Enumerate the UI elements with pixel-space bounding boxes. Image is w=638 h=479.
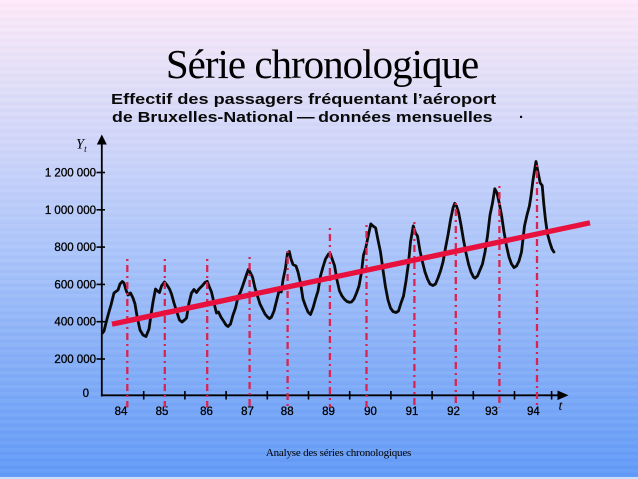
svg-text:85: 85	[156, 406, 169, 418]
svg-text:87: 87	[241, 406, 254, 418]
svg-text:88: 88	[281, 406, 294, 418]
svg-text:89: 89	[322, 406, 335, 418]
svg-text:800 000: 800 000	[54, 242, 96, 254]
svg-text:94: 94	[527, 406, 540, 418]
svg-text:91: 91	[406, 406, 419, 418]
svg-text:200 000: 200 000	[54, 354, 96, 366]
svg-text:0: 0	[83, 388, 89, 400]
svg-text:84: 84	[115, 406, 128, 418]
svg-text:t: t	[559, 399, 564, 414]
svg-text:86: 86	[200, 406, 213, 418]
svg-text:Yt: Yt	[76, 137, 87, 155]
svg-text:600 000: 600 000	[54, 279, 96, 291]
svg-text:1 200 000: 1 200 000	[45, 168, 96, 180]
svg-text:92: 92	[447, 406, 460, 418]
svg-text:400 000: 400 000	[54, 317, 96, 329]
svg-text:1 000 000: 1 000 000	[45, 205, 96, 217]
svg-text:90: 90	[364, 406, 377, 418]
svg-text:93: 93	[485, 406, 498, 418]
